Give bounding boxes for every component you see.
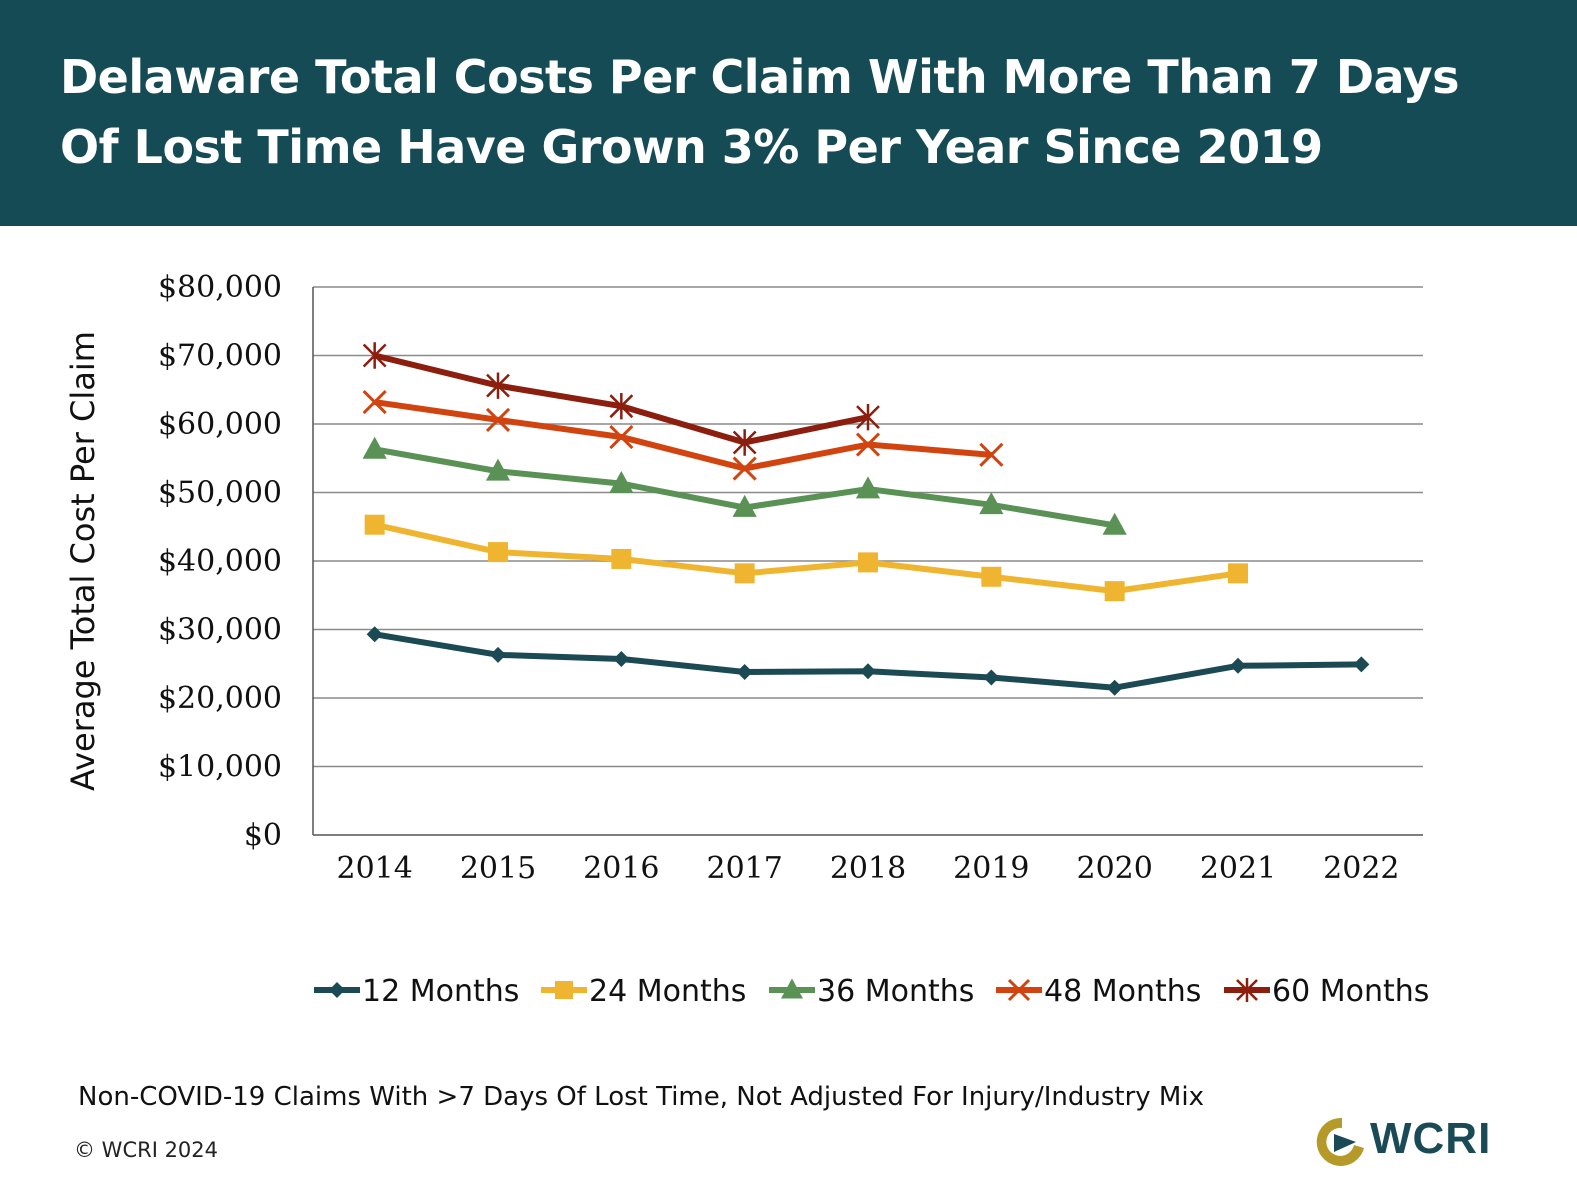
data-point-square	[858, 552, 878, 573]
data-point-square	[734, 563, 755, 584]
data-point-diamond	[860, 663, 876, 680]
y-tick-label: $0	[244, 818, 282, 853]
series-line	[374, 631, 1362, 691]
y-tick-label: $10,000	[158, 750, 282, 785]
data-point-x	[485, 407, 511, 432]
footnote: Non-COVID-19 Claims With >7 Days Of Lost…	[78, 1082, 1204, 1112]
x-tick-label: 2021	[1200, 851, 1276, 886]
legend-label: 36 Months	[817, 974, 974, 1009]
data-point-diamond	[613, 650, 630, 667]
legend-label: 48 Months	[1044, 974, 1201, 1009]
y-axis-label: Average Total Cost Per Claim	[64, 331, 102, 791]
data-point-triangle	[732, 494, 757, 517]
x-tick-label: 2015	[460, 851, 536, 886]
data-point-square	[488, 542, 508, 563]
data-point-square	[364, 514, 385, 535]
x-tick-label: 2016	[583, 851, 659, 886]
x-tick-label: 2017	[706, 851, 782, 886]
y-tick-label: $60,000	[158, 407, 282, 442]
data-point-asterisk	[856, 403, 880, 431]
legend-label: 24 Months	[589, 974, 746, 1009]
x-tick-label: 2022	[1323, 851, 1399, 886]
data-point-diamond	[490, 646, 506, 663]
logo-text: WCRI	[1370, 1114, 1492, 1163]
data-point-triangle	[485, 458, 511, 481]
y-tick-label: $80,000	[158, 270, 282, 305]
data-point-triangle	[609, 470, 634, 493]
data-point-x	[855, 432, 881, 457]
data-point-triangle	[855, 476, 881, 499]
data-point-square	[555, 981, 573, 999]
x-tick-label: 2020	[1076, 851, 1152, 886]
data-point-x	[979, 442, 1004, 467]
data-point-x	[362, 390, 387, 415]
data-point-asterisk	[362, 342, 387, 369]
data-point-square	[1228, 563, 1248, 584]
data-point-diamond	[1106, 679, 1123, 696]
copyright: © WCRI 2024	[74, 1138, 219, 1162]
data-point-diamond	[736, 663, 753, 680]
logo-ring-icon	[1316, 1117, 1364, 1166]
y-tick-label: $70,000	[158, 339, 282, 374]
y-tick-label: $40,000	[158, 544, 282, 579]
data-point-diamond	[1230, 657, 1246, 674]
data-point-asterisk	[609, 392, 634, 420]
data-point-x	[609, 424, 634, 450]
x-tick-label: 2018	[830, 851, 906, 886]
y-tick-label: $50,000	[158, 476, 282, 511]
series-line	[374, 521, 1239, 595]
data-point-triangle	[362, 436, 387, 459]
data-point-triangle	[979, 492, 1004, 515]
data-point-diamond	[366, 626, 383, 643]
data-point-x	[1007, 978, 1031, 1002]
data-point-asterisk	[732, 429, 757, 456]
legend-label: 12 Months	[362, 974, 519, 1009]
data-point-square	[611, 548, 632, 569]
data-point-asterisk	[486, 372, 510, 399]
wcri-logo: WCRI	[1316, 1112, 1506, 1172]
y-tick-label: $20,000	[158, 681, 282, 716]
data-point-triangle	[1102, 512, 1127, 535]
title-line-2: Of Lost Time Have Grown 3% Per Year Sinc…	[60, 120, 1323, 174]
data-point-x	[732, 456, 757, 481]
x-tick-label: 2019	[953, 851, 1029, 886]
x-tick-label: 2014	[336, 851, 412, 886]
data-point-square	[981, 566, 1002, 587]
data-point-diamond	[329, 982, 345, 998]
data-point-diamond	[983, 669, 1000, 686]
data-point-square	[1104, 581, 1125, 602]
data-point-asterisk	[1236, 978, 1258, 1002]
data-point-diamond	[1353, 656, 1370, 673]
y-tick-label: $30,000	[158, 613, 282, 648]
header-banner: Delaware Total Costs Per Claim With More…	[0, 0, 1577, 226]
title-line-1: Delaware Total Costs Per Claim With More…	[60, 50, 1460, 104]
legend-label: 60 Months	[1272, 974, 1429, 1009]
series-line	[374, 399, 992, 472]
data-point-triangle	[781, 978, 803, 999]
